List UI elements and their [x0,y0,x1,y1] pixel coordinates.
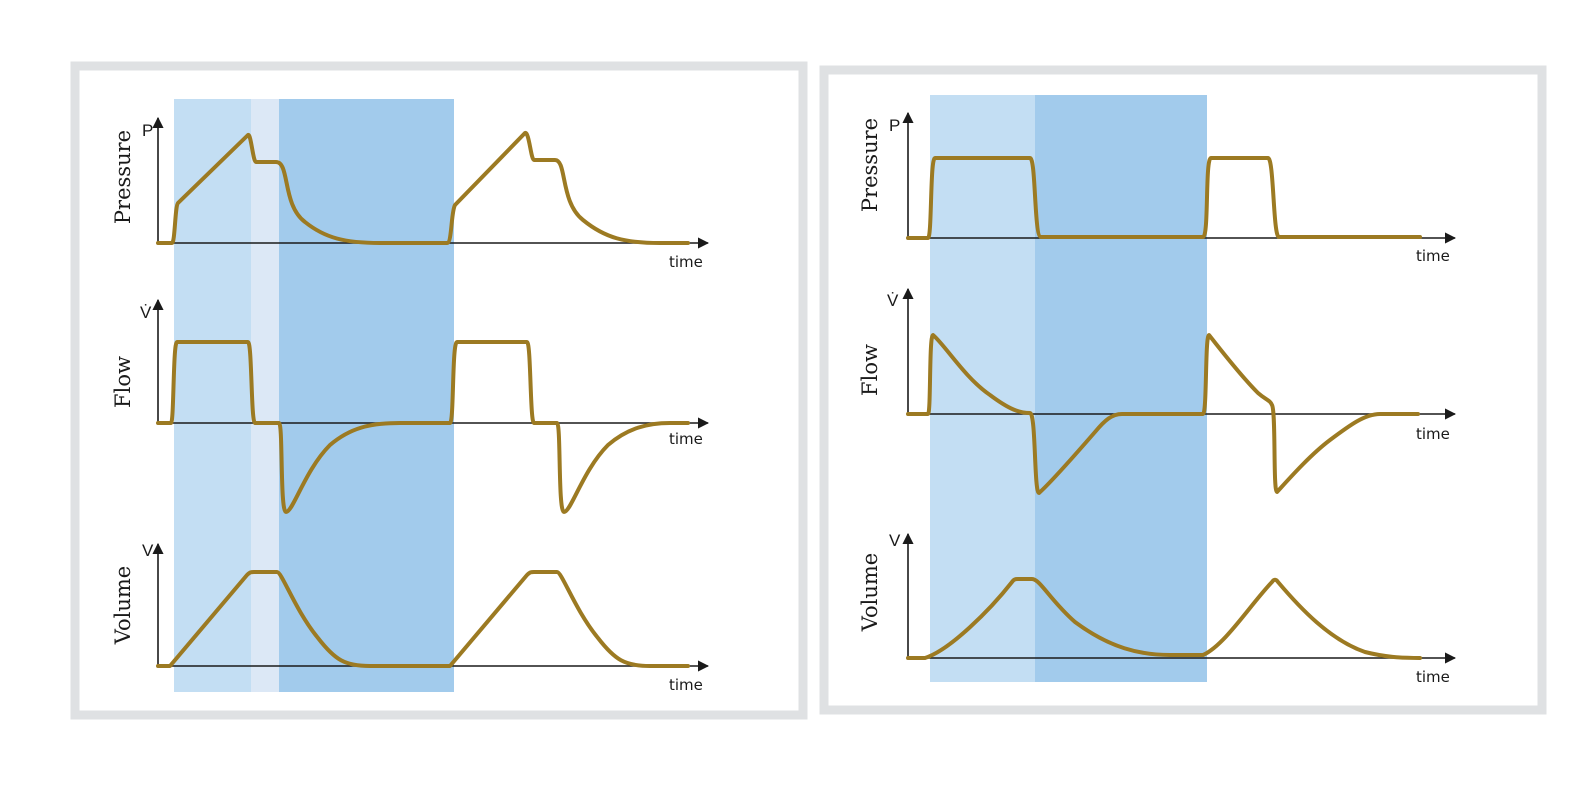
pressure-curve [156,130,690,245]
axis-symbol: V̇ [140,303,152,322]
volume-curve [156,570,690,668]
axis-end-label: time [1416,247,1450,265]
axis-symbol: V [889,531,901,550]
pause-band [251,99,279,692]
volume-row: Volume V time [111,541,710,694]
expiration-band [279,99,454,692]
axis-end-label: time [669,253,703,271]
row-label: Pressure [111,130,135,224]
expiration-band [1035,95,1207,682]
panel-pressure-controlled: Pressure P time Flow V̇ time Volume V ti… [819,65,1547,715]
row-label: Flow [858,344,882,396]
axis-symbol: V̇ [887,291,899,310]
axis-end-label: time [669,676,703,694]
row-label: Flow [111,356,135,408]
axis-end-label: time [669,430,703,448]
flow-curve [906,333,1420,495]
pressure-row: Pressure P time [111,116,710,271]
flow-curve [156,340,690,514]
panel-volume-controlled: Pressure P time Flow V̇ time Volume V ti… [70,61,808,720]
flow-row: Flow V̇ time [858,287,1457,495]
pressure-row: Pressure P time [858,111,1457,265]
row-label: Volume [111,566,135,645]
axis-symbol: P [889,116,900,135]
flow-row: Flow V̇ time [111,298,710,514]
inspiration-band [174,99,251,692]
axis-symbol: P [142,121,153,140]
axis-end-label: time [1416,425,1450,443]
pressure-curve [906,156,1422,240]
row-label: Pressure [858,118,882,212]
volume-row: Volume V time [858,531,1457,686]
row-label: Volume [858,553,882,632]
axis-symbol: V [142,541,154,560]
volume-curve [906,577,1422,660]
axis-end-label: time [1416,668,1450,686]
